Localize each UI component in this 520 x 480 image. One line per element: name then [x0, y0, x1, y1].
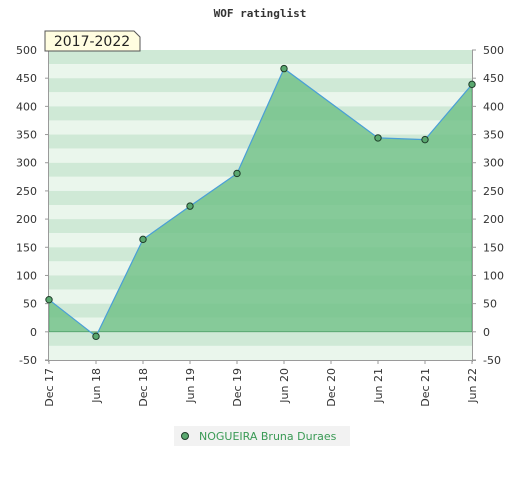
data-point	[421, 135, 429, 144]
x-tick-label: Dec 21	[419, 368, 432, 407]
y-tick-label-left: 250	[16, 185, 37, 198]
x-tick-label: Jun 19	[184, 368, 197, 404]
data-point	[92, 332, 100, 341]
y-tick-label-left: 50	[23, 298, 37, 311]
data-point	[374, 134, 382, 142]
y-axis-right: -50 0 50 100 150 200 250 300 350 400 450 500	[472, 44, 504, 367]
legend-series-name: NOGUEIRA Bruna Duraes	[199, 430, 337, 443]
period-badge: 2017-2022	[44, 30, 141, 52]
chart-title: WOF ratinglist	[214, 7, 307, 20]
x-axis-labels: Dec 17 Jun 18 Dec 18 Jun 19 Dec 19 Jun 20 Dec …	[43, 360, 479, 407]
data-point	[280, 64, 288, 73]
y-tick-label-left: -50	[19, 354, 37, 367]
y-tick-label-right: 100	[483, 269, 504, 282]
background-band	[49, 331, 472, 346]
y-tick-label-right: 200	[483, 213, 504, 226]
x-tick-label: Jun 22	[466, 368, 479, 404]
y-tick-label-left: 200	[16, 213, 37, 226]
y-tick-label-left: 0	[30, 326, 37, 339]
y-tick-label-left: 150	[16, 241, 37, 254]
data-points	[45, 64, 476, 341]
y-tick-label-right: -50	[483, 354, 501, 367]
legend: NOGUEIRA Bruna Duraes	[174, 426, 350, 446]
legend-marker	[181, 432, 189, 440]
y-tick-label-right: 350	[483, 129, 504, 142]
y-tick-label-right: 300	[483, 157, 504, 170]
data-point	[139, 235, 147, 244]
y-tick-label-left: 300	[16, 157, 37, 170]
y-tick-label-right: 0	[483, 326, 490, 339]
y-tick-label-right: 450	[483, 72, 504, 85]
y-tick-label-left: 400	[16, 100, 37, 113]
y-tick-label-right: 250	[483, 185, 504, 198]
background-band	[49, 106, 472, 121]
background-band	[49, 64, 472, 79]
y-tick-label-right: 150	[483, 241, 504, 254]
y-tick-label-left: 500	[16, 44, 37, 57]
legend-box	[174, 426, 350, 446]
x-tick-label: Jun 18	[90, 368, 103, 404]
background-band	[49, 92, 472, 107]
x-tick-label: Dec 20	[325, 368, 338, 407]
x-tick-label: Dec 18	[137, 368, 150, 407]
background-band	[49, 78, 472, 93]
y-axis-left: -50 0 50 100 150 200 250 300 350 400 450 500	[16, 44, 49, 367]
y-tick-label-right: 50	[483, 298, 497, 311]
x-tick-label: Dec 19	[231, 368, 244, 407]
y-tick-label-right: 500	[483, 44, 504, 57]
x-tick-label: Jun 21	[372, 368, 385, 404]
y-tick-label-left: 350	[16, 129, 37, 142]
period-badge-text: 2017-2022	[54, 34, 130, 50]
data-point	[233, 169, 241, 178]
axes	[45, 50, 476, 362]
data-point	[186, 202, 194, 210]
y-tick-label-right: 400	[483, 100, 504, 113]
period-badge-box	[44, 30, 141, 52]
y-tick-label-left: 450	[16, 72, 37, 85]
data-point	[45, 295, 53, 304]
data-point	[468, 80, 476, 89]
background-band	[49, 345, 472, 360]
x-tick-label: Jun 20	[278, 368, 291, 404]
background-band	[49, 50, 472, 65]
x-tick-label: Dec 17	[43, 368, 56, 407]
y-tick-label-left: 100	[16, 269, 37, 282]
